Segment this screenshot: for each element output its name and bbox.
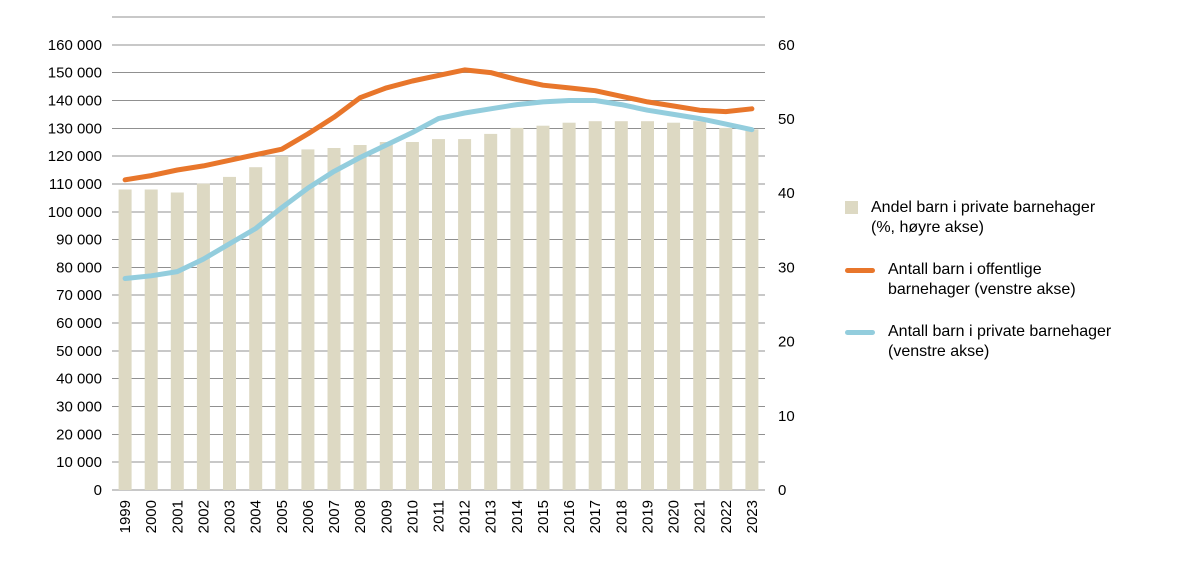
x-axis-tick-label: 2019 — [640, 500, 657, 533]
bar-private-share — [405, 142, 419, 490]
bar-private-share — [745, 129, 759, 490]
bar-private-share — [614, 121, 628, 490]
bar-private-share — [588, 121, 602, 490]
right-axis-tick-label: 60 — [778, 37, 795, 54]
bar-private-share — [249, 167, 263, 490]
x-axis-tick-label: 2010 — [404, 500, 421, 533]
bar-private-share — [458, 139, 472, 490]
x-axis-tick-label: 2000 — [143, 500, 160, 533]
x-axis-tick-label: 2021 — [692, 500, 709, 533]
bar-private-share — [510, 127, 524, 491]
legend-label-line: Antall barn i private barnehager — [888, 322, 1112, 340]
bar-private-share — [562, 122, 576, 490]
bar-private-share — [301, 149, 315, 490]
chart-canvas: 0 10 000 20 000 30 000 40 000 50 000 60 000 70 … — [48, 16, 795, 533]
bar-private-share — [170, 192, 184, 490]
bar-private-share — [223, 176, 236, 490]
left-axis-tick-label: 100 000 — [48, 204, 102, 221]
x-axis-tick-label: 2009 — [378, 500, 395, 533]
chart-legend: Andel barn i private barnehager (%, høyr… — [845, 198, 1190, 363]
right-axis-tick-label: 0 — [778, 482, 786, 499]
right-axis-tick-label: 10 — [778, 408, 795, 425]
legend-label-line: (%, høyre akse) — [871, 219, 984, 237]
legend-label-private-line: Antall barn i private barnehager (venstr… — [888, 322, 1111, 363]
left-axis-tick-label: 80 000 — [56, 259, 102, 276]
x-axis-tick-label: 2012 — [457, 500, 474, 533]
bar-private-share — [118, 189, 132, 490]
x-axis-tick-label: 2003 — [222, 500, 239, 533]
bar-private-share — [196, 183, 210, 490]
x-axis-tick-label: 2006 — [300, 500, 317, 533]
x-axis-tick-label: 2018 — [613, 500, 630, 533]
right-axis-tick-label: 50 — [778, 111, 795, 128]
bar-private-share — [641, 121, 654, 490]
left-axis-tick-label: 120 000 — [48, 148, 102, 165]
left-axis-tick-label: 30 000 — [56, 399, 102, 416]
x-axis-tick-label: 2023 — [744, 500, 761, 533]
x-axis-tick-label: 2001 — [169, 500, 186, 533]
public-line-swatch-icon — [845, 267, 875, 273]
left-axis-tick-label: 50 000 — [56, 343, 102, 360]
right-axis-tick-label: 20 — [778, 334, 795, 351]
left-axis-tick-label: 20 000 — [56, 426, 102, 443]
bar-private-share — [432, 139, 445, 490]
legend-item-private-line: Antall barn i private barnehager (venstr… — [845, 322, 1190, 363]
line-public-kindergartens — [122, 67, 755, 183]
bar-private-share — [536, 125, 550, 490]
left-axis-tick-label: 60 000 — [56, 315, 102, 332]
x-axis-tick-label: 2022 — [718, 500, 735, 533]
left-axis-tick-label: 70 000 — [56, 287, 102, 304]
left-axis-tick-label: 10 000 — [56, 454, 102, 471]
left-axis-tick-label: 150 000 — [48, 65, 102, 82]
left-axis-tick-label: 130 000 — [48, 120, 102, 137]
x-axis-tick-label: 2002 — [195, 500, 212, 533]
legend-label-line: (venstre akse) — [888, 343, 990, 361]
x-axis-tick-label: 2017 — [587, 500, 604, 533]
left-axis-tick-label: 0 — [94, 482, 102, 499]
right-axis-tick-label: 30 — [778, 259, 795, 276]
bar-private-share — [667, 122, 681, 490]
legend-item-bar-series: Andel barn i private barnehager (%, høyr… — [845, 198, 1190, 239]
line-private-kindergartens — [122, 98, 755, 281]
bar-private-share — [275, 156, 289, 490]
x-axis-tick-label: 2020 — [666, 500, 683, 533]
x-axis-tick-label: 1999 — [117, 500, 134, 533]
x-axis-tick-label: 2011 — [431, 500, 448, 532]
bar-private-share — [484, 133, 498, 490]
bar-private-share — [693, 121, 707, 490]
legend-label-line: Andel barn i private barnehager — [871, 199, 1096, 216]
x-axis-tick-label: 2015 — [535, 500, 552, 533]
left-axis-tick-label: 140 000 — [48, 93, 102, 110]
x-axis-tick-label: 2005 — [274, 500, 291, 533]
x-axis-tick-label: 2004 — [248, 500, 265, 533]
bar-series-swatch-icon — [845, 201, 858, 214]
legend-label-line: barnehager (venstre akse) — [888, 281, 1076, 299]
x-axis-tick-label: 2014 — [509, 500, 526, 533]
bar-private-share — [327, 148, 341, 490]
x-axis-tick-label: 2013 — [483, 500, 500, 533]
bar-private-share — [353, 145, 367, 490]
left-axis-tick-label: 160 000 — [48, 37, 102, 54]
legend-item-public-line: Antall barn i offentlige barnehager (ven… — [845, 260, 1190, 301]
bar-private-share — [719, 127, 733, 491]
legend-label-bar-series: Andel barn i private barnehager (%, høyr… — [871, 198, 1095, 239]
bar-private-share — [144, 189, 158, 490]
x-axis-tick-label: 2016 — [561, 500, 578, 533]
combo-chart: 0 10 000 20 000 30 000 40 000 50 000 60 000 70 … — [48, 16, 795, 533]
bar-private-share — [379, 142, 393, 490]
right-axis-tick-label: 40 — [778, 185, 795, 202]
x-axis-tick-label: 2008 — [352, 500, 369, 533]
x-axis-tick-label: 2007 — [326, 500, 343, 533]
left-axis-tick-label: 90 000 — [56, 232, 102, 249]
legend-label-line: Antall barn i offentlige — [888, 260, 1042, 278]
left-axis-tick-label: 110 000 — [49, 176, 102, 193]
left-axis-tick-label: 40 000 — [56, 371, 102, 388]
legend-label-public-line: Antall barn i offentlige barnehager (ven… — [888, 260, 1076, 301]
private-line-swatch-icon — [845, 329, 875, 335]
